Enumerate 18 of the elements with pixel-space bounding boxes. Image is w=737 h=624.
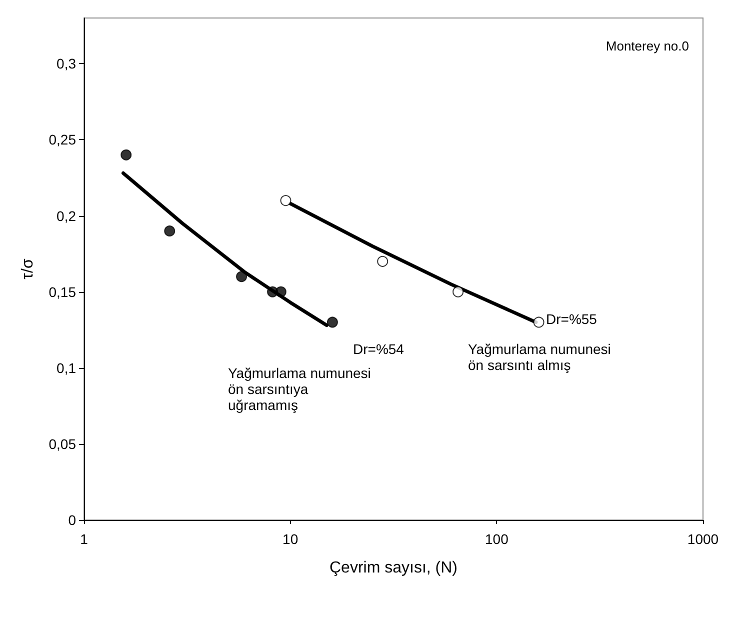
annotation: Yağmurlama numunesi ön sarsıntı almış xyxy=(468,341,611,373)
annotation: Dr=%54 xyxy=(353,341,404,357)
annotation: Yağmurlama numunesi ön sarsıntıya uğramamış xyxy=(228,365,371,413)
annotation: Dr=%55 xyxy=(546,311,598,327)
y-tick-label: 0,25 xyxy=(48,132,76,148)
y-tick-label: 0,1 xyxy=(56,360,76,376)
x-tick-label: 1 xyxy=(80,531,88,547)
x-tick-label: 1000 xyxy=(687,531,719,547)
y-tick-label: 0,05 xyxy=(48,436,76,452)
x-tick-label: 10 xyxy=(282,531,298,547)
y-tick-label: 0,3 xyxy=(56,56,76,72)
x-tick-label: 100 xyxy=(484,531,509,547)
x-axis-title: Çevrim sayısı, (N) xyxy=(330,560,458,576)
y-tick-label: 0 xyxy=(68,512,76,528)
annotation: Monterey no.0 xyxy=(606,38,690,54)
y-axis-title: τ/σ xyxy=(20,258,36,280)
y-tick-label: 0,2 xyxy=(56,208,76,224)
y-tick-label: 0,15 xyxy=(48,284,76,300)
